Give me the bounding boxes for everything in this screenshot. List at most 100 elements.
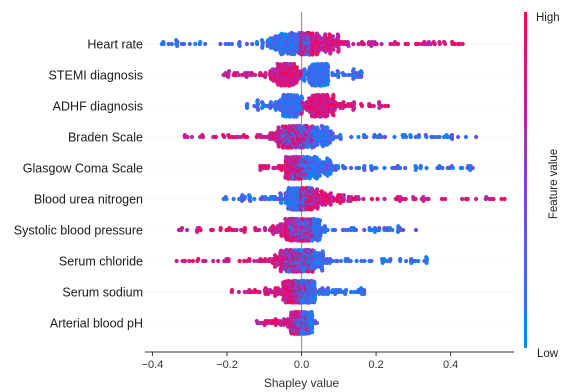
- shap-point: [374, 165, 379, 171]
- shap-point: [358, 69, 364, 74]
- shap-point: [361, 196, 366, 202]
- shap-point: [322, 191, 327, 196]
- shap-point: [226, 69, 232, 74]
- shap-point: [281, 51, 286, 56]
- shap-point: [276, 125, 281, 130]
- shap-point: [299, 94, 304, 99]
- shap-point: [369, 167, 374, 172]
- shap-point: [382, 165, 387, 171]
- shap-point: [424, 255, 429, 260]
- shap-point: [231, 134, 236, 140]
- shap-point: [245, 105, 250, 110]
- shap-point: [174, 258, 179, 264]
- shap-point: [416, 41, 421, 47]
- shap-point: [375, 196, 380, 202]
- shap-point: [328, 191, 333, 196]
- shap-point: [335, 69, 340, 74]
- shap-point: [335, 258, 340, 264]
- shap-point: [382, 196, 387, 202]
- shap-point: [449, 133, 455, 138]
- shap-point: [301, 269, 306, 274]
- shap-point: [317, 129, 322, 134]
- shap-point: [440, 165, 445, 171]
- shap-point: [348, 165, 354, 171]
- shap-point: [317, 158, 322, 163]
- shap-point: [343, 72, 348, 78]
- shap-point: [390, 227, 395, 233]
- shap-point: [351, 67, 356, 72]
- shap-point: [403, 196, 408, 202]
- shap-point: [362, 164, 367, 169]
- shap-point: [257, 289, 262, 295]
- shap-point: [231, 196, 236, 202]
- shap-point: [330, 131, 335, 136]
- shap-point: [181, 41, 187, 47]
- shap-point: [285, 51, 291, 56]
- shap-point: [237, 43, 242, 49]
- shap-point: [254, 40, 260, 45]
- shap-point: [229, 41, 235, 47]
- shap-point: [294, 93, 300, 98]
- shap-point: [349, 134, 354, 140]
- shap-point: [255, 133, 260, 138]
- shap-point: [198, 40, 203, 45]
- shap-point: [187, 258, 192, 264]
- shap-point: [356, 41, 361, 47]
- colorbar-high-label: High: [536, 12, 560, 24]
- shap-point: [332, 227, 338, 233]
- shap-point: [331, 92, 336, 98]
- shap-point: [460, 165, 465, 171]
- shap-point: [304, 175, 309, 180]
- shap-point: [499, 196, 504, 202]
- shap-point: [244, 134, 250, 140]
- shap-point: [424, 260, 429, 265]
- shap-point: [343, 227, 348, 233]
- shap-point: [166, 41, 171, 47]
- shap-point: [460, 196, 465, 202]
- shap-point: [322, 160, 327, 165]
- shap-point: [369, 196, 374, 202]
- shap-point: [314, 31, 319, 36]
- shap-point: [309, 309, 314, 315]
- shap-point: [379, 41, 384, 47]
- shap-point: [190, 258, 195, 264]
- shap-point: [327, 32, 332, 37]
- shap-point: [314, 155, 319, 160]
- shap-point: [252, 196, 257, 202]
- shap-point: [276, 144, 281, 149]
- shap-point: [369, 43, 374, 49]
- shap-point: [465, 196, 470, 202]
- shap-point: [322, 224, 327, 229]
- shap-point: [272, 165, 278, 171]
- shap-point: [237, 258, 242, 264]
- shap-point: [382, 134, 388, 140]
- shap-point: [405, 41, 410, 47]
- shap-point: [392, 134, 397, 140]
- shap-point: [452, 41, 457, 47]
- shap-point: [294, 80, 299, 85]
- shap-point: [311, 300, 317, 305]
- shap-point: [196, 257, 201, 262]
- shap-point: [226, 133, 231, 138]
- shap-point: [362, 288, 367, 293]
- x-axis-ticks: −0.4 −0.2 0.0 0.2 0.4: [142, 352, 458, 371]
- feature-grid-lines: [145, 43, 514, 324]
- shap-point: [253, 72, 258, 78]
- shap-point: [280, 145, 285, 150]
- shap-point: [336, 49, 341, 54]
- shap-point: [361, 291, 367, 296]
- shap-point: [369, 164, 374, 169]
- shap-point: [330, 195, 335, 200]
- feature-label: Braden Scale: [68, 131, 143, 145]
- shap-point: [312, 249, 317, 254]
- shap-point: [262, 226, 268, 231]
- shap-point: [424, 165, 429, 171]
- shap-point: [310, 330, 315, 335]
- shap-point: [356, 195, 361, 200]
- shap-point: [379, 134, 384, 140]
- shap-point: [241, 133, 246, 138]
- shap-point: [247, 257, 252, 262]
- shap-point: [395, 41, 401, 47]
- shap-point: [343, 165, 348, 171]
